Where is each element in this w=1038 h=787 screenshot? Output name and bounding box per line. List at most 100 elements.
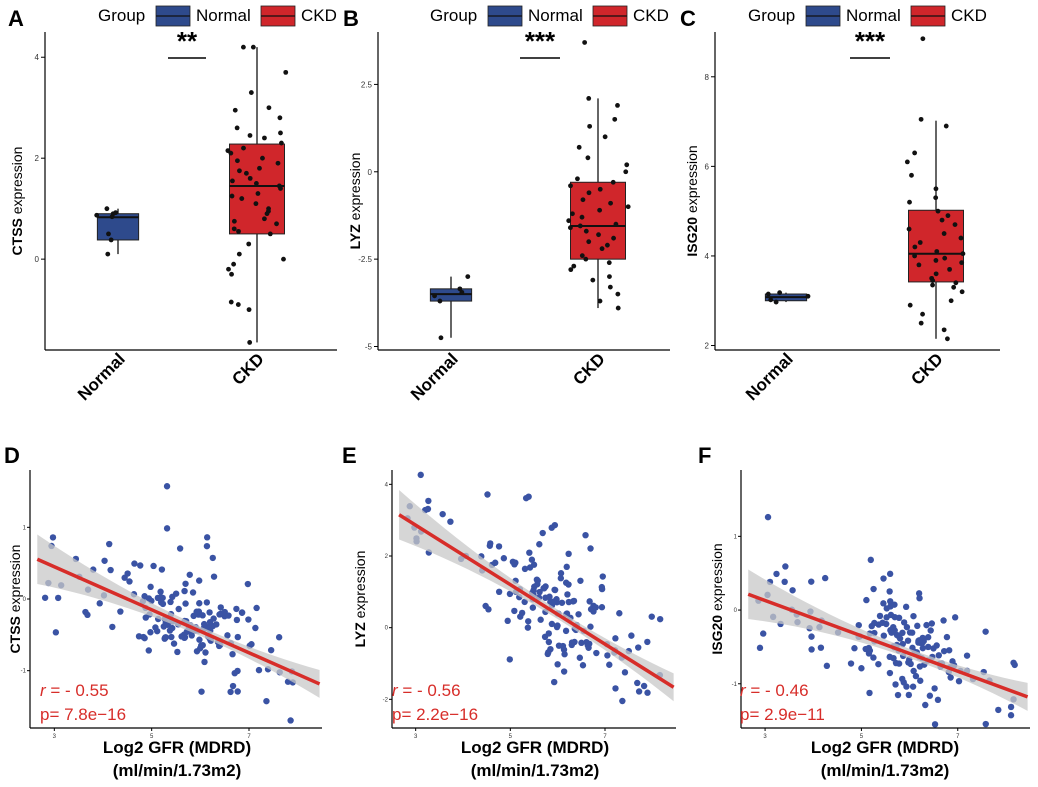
data-point [568, 267, 574, 273]
data-point [206, 609, 213, 616]
data-point [266, 105, 272, 111]
data-point [287, 717, 294, 724]
data-point [158, 566, 166, 573]
data-point [863, 596, 870, 604]
x-category-ckd: CKD [569, 349, 608, 388]
data-point [1007, 712, 1015, 719]
data-point [933, 186, 939, 192]
data-point [916, 663, 924, 670]
data-point [908, 629, 916, 636]
data-point [930, 282, 935, 288]
data-point [551, 521, 559, 529]
data-point [203, 534, 211, 541]
data-point [234, 633, 242, 641]
data-point [635, 644, 642, 651]
legend-label-normal: Normal [528, 6, 583, 25]
data-point [267, 231, 273, 237]
data-point [162, 634, 170, 641]
data-point [934, 249, 940, 254]
data-point [182, 580, 189, 587]
data-point [199, 612, 206, 619]
data-point [101, 557, 108, 564]
data-point [910, 667, 917, 675]
data-point [550, 598, 557, 605]
data-point [808, 633, 815, 640]
data-point [982, 628, 989, 635]
panel-letter: B [343, 6, 359, 31]
data-point [229, 271, 234, 277]
data-point [576, 144, 582, 150]
significance-stars: ** [177, 26, 198, 56]
data-point [931, 721, 939, 728]
data-point [145, 647, 152, 654]
data-point [619, 697, 626, 705]
legend: Group Normal CKD [98, 5, 337, 27]
data-point [959, 260, 965, 266]
x-tick-label: 7 [603, 734, 607, 740]
data-point [906, 226, 912, 232]
data-point [586, 640, 593, 647]
data-point [234, 125, 240, 131]
data-point [945, 213, 951, 219]
data-point [580, 197, 586, 203]
data-point [521, 598, 528, 606]
data-point [495, 588, 503, 596]
data-point [602, 134, 608, 140]
data-point [267, 646, 275, 654]
data-point [546, 593, 553, 600]
data-point [82, 608, 89, 616]
data-point [459, 289, 465, 295]
data-point [529, 604, 537, 611]
data-point [216, 611, 223, 618]
x-axis-unit: (ml/min/1.73m2) [821, 761, 950, 780]
data-point [917, 677, 924, 684]
data-point [228, 299, 234, 305]
data-point [880, 600, 887, 607]
x-axis-label: Log2 GFR (MDRD) [461, 738, 609, 757]
legend: Group Normal CKD [430, 5, 669, 27]
data-point [278, 186, 283, 191]
data-point [545, 638, 553, 646]
data-point [1011, 661, 1018, 669]
data-point [168, 633, 175, 641]
data-point [170, 640, 178, 647]
data-point [232, 107, 238, 113]
y-tick-label: 2 [385, 554, 389, 560]
x-tick-label: 5 [509, 734, 513, 740]
data-point [959, 289, 965, 295]
data-point [506, 590, 514, 598]
data-point [169, 624, 176, 632]
data-point [193, 648, 201, 655]
data-point [902, 603, 910, 611]
x-axis-label: Log2 GFR (MDRD) [103, 738, 251, 757]
data-point [247, 175, 253, 181]
data-point [484, 491, 491, 498]
data-point [577, 577, 584, 584]
data-point [117, 608, 124, 615]
data-point [560, 668, 568, 675]
data-point [109, 623, 116, 631]
data-point [886, 570, 894, 578]
panel-letter: D [4, 443, 20, 468]
data-point [582, 40, 588, 45]
y-tick-label: -5 [365, 343, 373, 352]
data-point [995, 706, 1002, 714]
box-normal [429, 274, 473, 341]
y-tick-label: -2.5 [358, 255, 372, 264]
box-iqr [908, 209, 964, 283]
box-ckd [566, 40, 631, 311]
data-point [592, 604, 599, 611]
x-category-normal: Normal [407, 349, 462, 404]
data-point [613, 221, 619, 227]
data-point [229, 682, 237, 690]
data-point [607, 284, 613, 290]
data-point [890, 654, 897, 662]
y-tick-label: 6 [705, 162, 710, 171]
data-point [924, 643, 932, 651]
data-point [904, 159, 910, 165]
data-point [781, 578, 788, 586]
data-point [142, 614, 149, 621]
data-point [644, 689, 651, 696]
y-axis-label: ISG20 expression [709, 543, 725, 654]
